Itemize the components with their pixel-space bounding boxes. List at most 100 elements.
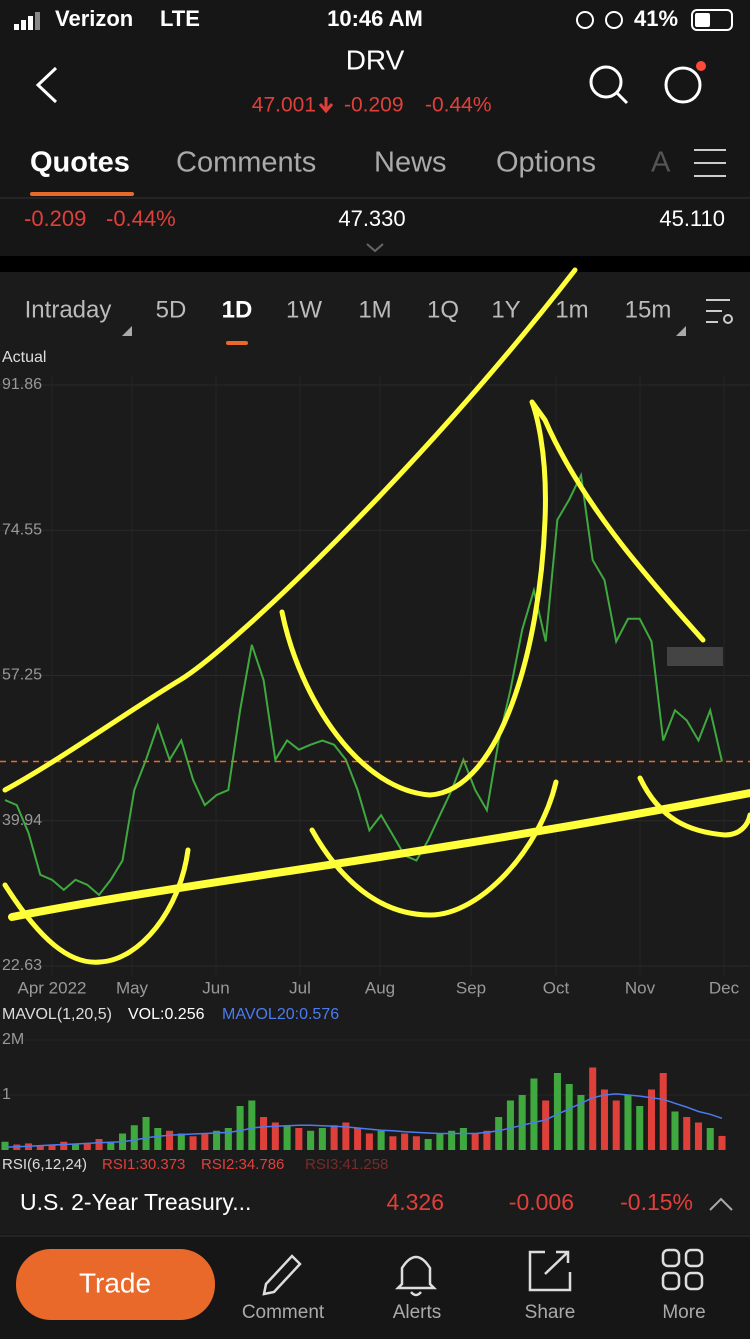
search-button[interactable] xyxy=(589,65,623,99)
y-tick-label: 39.94 xyxy=(2,812,42,829)
period-option[interactable]: 1W xyxy=(286,296,322,323)
comment-icon[interactable] xyxy=(262,1254,302,1296)
y-tick-label: 74.55 xyxy=(2,521,42,538)
period-option[interactable]: 15m xyxy=(625,296,672,323)
volume-bar xyxy=(495,1117,503,1150)
legend-entry: MAVOL20:0.576 xyxy=(222,1006,339,1023)
volume-bar xyxy=(365,1133,373,1150)
change-pct: -0.44% xyxy=(425,94,492,117)
period-option[interactable]: 1D xyxy=(222,296,253,323)
tab[interactable]: News xyxy=(374,147,447,179)
nav-label[interactable]: Share xyxy=(525,1302,576,1323)
ticker-row[interactable] xyxy=(0,1180,750,1234)
volume-bar xyxy=(647,1089,656,1150)
volume-bar xyxy=(354,1128,362,1150)
ticker-price: 4.326 xyxy=(386,1189,444,1215)
volume-bar xyxy=(224,1128,232,1150)
volume-bar xyxy=(213,1130,221,1150)
period-option[interactable]: 1Q xyxy=(427,296,459,323)
volume-bar xyxy=(342,1122,350,1150)
volume-bar xyxy=(424,1139,432,1150)
volume-bar xyxy=(130,1125,138,1150)
tab-indicator xyxy=(30,192,134,196)
volume-bar xyxy=(248,1100,256,1150)
volume-bar xyxy=(83,1143,91,1150)
volume-bar xyxy=(236,1106,244,1150)
ticker-change: -0.006 xyxy=(509,1189,574,1215)
x-tick-label: Jun xyxy=(202,978,229,997)
quote-middle: 47.330 xyxy=(338,206,405,231)
menu-icon[interactable] xyxy=(694,149,726,177)
volume-bar xyxy=(107,1141,115,1150)
lock-icon xyxy=(576,11,594,29)
nav-label[interactable]: Comment xyxy=(242,1302,325,1323)
mavol-line xyxy=(4,1093,723,1149)
volume-bar xyxy=(377,1130,385,1150)
volume-bar xyxy=(283,1125,291,1150)
volume-bar xyxy=(542,1100,550,1150)
change: -0.209 xyxy=(344,94,404,117)
chat-button[interactable] xyxy=(664,66,702,104)
x-tick-label: Dec xyxy=(709,978,740,997)
expand-chevron[interactable] xyxy=(366,243,384,253)
scribble-arc xyxy=(2,267,578,793)
volume-bar xyxy=(553,1073,561,1150)
volume-bar xyxy=(260,1117,268,1150)
volume-bar xyxy=(177,1133,185,1150)
period-option[interactable]: 1m xyxy=(555,296,588,323)
tab[interactable]: A xyxy=(651,147,671,179)
period-option[interactable]: Intraday xyxy=(25,296,112,323)
volume-bar xyxy=(389,1136,397,1150)
period-option[interactable]: 5D xyxy=(156,296,187,323)
volume-bar xyxy=(706,1128,714,1150)
volume-bar xyxy=(48,1144,56,1150)
volume-bar xyxy=(271,1122,279,1150)
volume-bar xyxy=(189,1136,197,1150)
price-line xyxy=(4,471,723,897)
price: 47.001 xyxy=(252,94,316,117)
y-axis-label: Actual xyxy=(2,349,46,366)
volume-bar xyxy=(307,1130,315,1150)
y-tick-label: 57.25 xyxy=(2,667,42,684)
period-option[interactable]: 1M xyxy=(358,296,391,323)
tab[interactable]: Quotes xyxy=(30,147,130,179)
nav-label[interactable]: More xyxy=(662,1302,705,1323)
price-marker xyxy=(667,647,723,666)
volume-bar xyxy=(694,1122,703,1150)
ticker-name: U.S. 2-Year Treasury... xyxy=(20,1189,251,1215)
volume-bar xyxy=(448,1130,456,1150)
share-icon[interactable] xyxy=(528,1250,572,1292)
volume-bar xyxy=(624,1095,632,1150)
alerts-icon[interactable] xyxy=(394,1255,438,1297)
battery-icon xyxy=(691,9,733,31)
volume-bar xyxy=(483,1130,491,1150)
scribble-cup-mid xyxy=(309,779,559,918)
scribble-trendline xyxy=(8,789,750,921)
chart-settings[interactable] xyxy=(706,299,733,324)
volume-bar xyxy=(471,1133,479,1150)
quote-right: 45.110 xyxy=(659,206,725,231)
tab[interactable]: Options xyxy=(496,147,596,179)
dropdown-mark xyxy=(676,326,686,336)
x-tick-label: Sep xyxy=(456,978,486,997)
indicator-value: RSI3:41.258 xyxy=(305,1156,388,1173)
volume-bar xyxy=(154,1128,162,1150)
volume-bar xyxy=(295,1128,303,1150)
more-icon[interactable] xyxy=(661,1248,704,1291)
trade-button[interactable] xyxy=(16,1249,215,1320)
volume-bar xyxy=(612,1100,620,1150)
back-button[interactable] xyxy=(35,66,58,104)
scribble-loop xyxy=(279,399,706,798)
x-tick-label: Jul xyxy=(289,978,311,997)
tab[interactable]: Comments xyxy=(176,147,316,179)
y-tick-label: 91.86 xyxy=(2,376,42,393)
nav-label[interactable]: Alerts xyxy=(393,1302,442,1323)
volume-bar xyxy=(436,1133,444,1150)
battery-pct: 41% xyxy=(634,6,678,31)
volume-bar xyxy=(577,1095,585,1150)
volume-bar xyxy=(401,1133,409,1150)
dropdown-mark xyxy=(122,326,132,336)
ticker-expand[interactable] xyxy=(709,1197,733,1211)
period-option[interactable]: 1Y xyxy=(491,296,520,323)
battery-level xyxy=(695,13,710,27)
